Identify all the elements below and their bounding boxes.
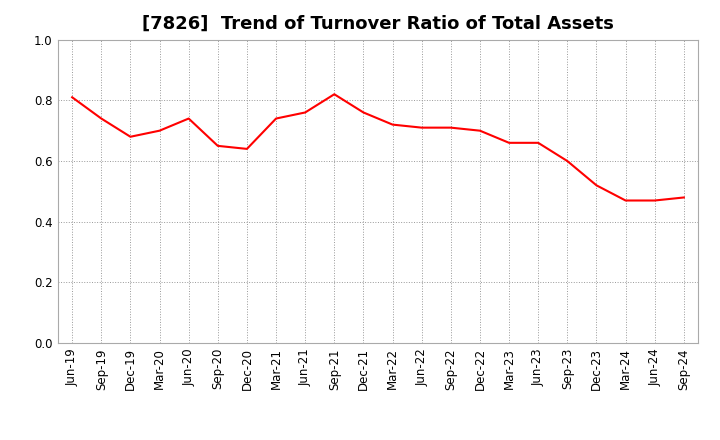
- Title: [7826]  Trend of Turnover Ratio of Total Assets: [7826] Trend of Turnover Ratio of Total …: [142, 15, 614, 33]
